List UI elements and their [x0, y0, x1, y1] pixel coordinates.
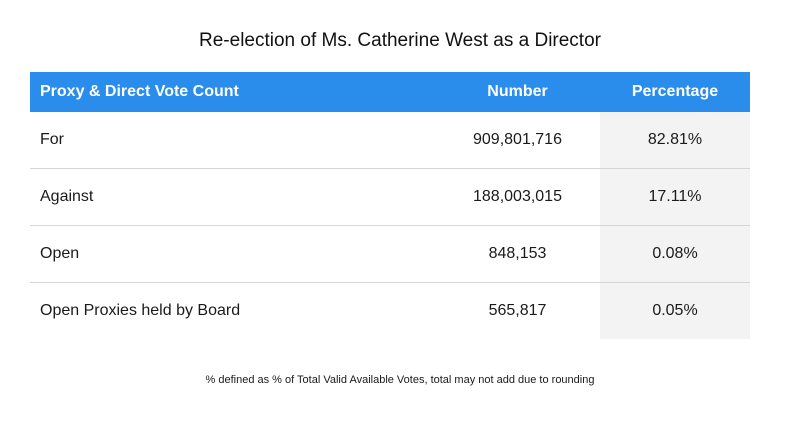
row-percentage: 0.08% [600, 225, 750, 283]
page-title: Re-election of Ms. Catherine West as a D… [199, 30, 601, 51]
row-label: For [30, 112, 340, 169]
row-number: 565,817 [488, 302, 547, 319]
row-number: 188,003,015 [340, 168, 600, 226]
row-percentage: 17.11% [600, 168, 750, 226]
table-row-for: For 909,801,716 82.81% [30, 112, 750, 169]
row-percentage: 82.81% [600, 112, 750, 169]
header-percentage: Percentage [600, 72, 750, 112]
row-label: Open [30, 225, 340, 283]
row-label: Open Proxies held by Board [40, 302, 241, 319]
row-number: 909,801,716 [340, 112, 600, 169]
row-number: 848,153 [340, 225, 600, 283]
vote-results-table: Proxy & Direct Vote Count Number Percent… [30, 72, 750, 339]
footnote: % defined as % of Total Valid Available … [205, 374, 595, 386]
table-row-open: Open 848,153 0.08% [30, 225, 750, 283]
table-header-row: Proxy & Direct Vote Count Number Percent… [30, 72, 750, 112]
table-row-open-proxies: Open Proxies held by Board 565,817 0.05% [30, 282, 750, 339]
row-percentage: 0.05% [600, 282, 750, 339]
table-row-against: Against 188,003,015 17.11% [30, 168, 750, 226]
row-label: Against [30, 168, 340, 226]
header-number: Number [340, 72, 600, 112]
header-vote-count: Proxy & Direct Vote Count [30, 72, 340, 112]
